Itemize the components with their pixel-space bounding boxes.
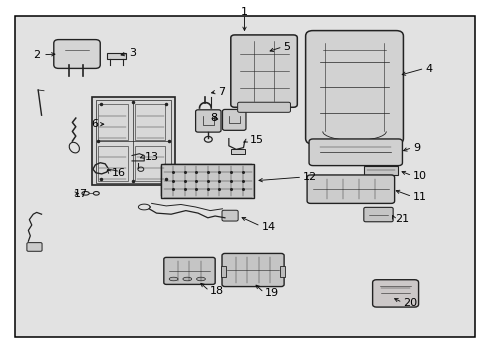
Bar — [364, 166, 397, 175]
Text: 3: 3 — [129, 48, 136, 58]
Text: 1: 1 — [241, 6, 247, 17]
FancyBboxPatch shape — [195, 110, 221, 132]
Text: 15: 15 — [249, 135, 263, 145]
Text: 20: 20 — [403, 298, 417, 308]
Bar — [98, 146, 127, 181]
FancyBboxPatch shape — [372, 280, 418, 307]
Text: 14: 14 — [261, 222, 275, 232]
Bar — [135, 146, 165, 181]
Bar — [98, 104, 127, 140]
FancyBboxPatch shape — [237, 102, 290, 112]
Text: 2: 2 — [33, 50, 40, 60]
FancyBboxPatch shape — [54, 40, 100, 68]
Bar — [15, 16, 474, 337]
FancyBboxPatch shape — [222, 210, 238, 221]
Bar — [135, 104, 165, 140]
FancyBboxPatch shape — [222, 253, 284, 287]
Bar — [96, 100, 171, 183]
Text: 8: 8 — [210, 113, 217, 123]
Bar — [161, 164, 254, 198]
Text: 18: 18 — [210, 286, 224, 296]
FancyBboxPatch shape — [230, 35, 297, 107]
FancyBboxPatch shape — [305, 31, 403, 144]
FancyBboxPatch shape — [27, 243, 42, 251]
Text: 6: 6 — [91, 119, 98, 129]
Text: 7: 7 — [217, 87, 224, 97]
Text: 4: 4 — [425, 64, 432, 74]
FancyBboxPatch shape — [306, 175, 394, 203]
FancyBboxPatch shape — [363, 207, 392, 222]
Text: 13: 13 — [144, 152, 159, 162]
Bar — [221, 266, 225, 277]
Text: 12: 12 — [303, 172, 317, 182]
Bar — [92, 97, 175, 185]
Text: 11: 11 — [412, 192, 427, 202]
Ellipse shape — [196, 277, 205, 281]
Ellipse shape — [169, 277, 178, 281]
Ellipse shape — [183, 277, 191, 281]
Text: 10: 10 — [412, 171, 427, 181]
Text: 16: 16 — [111, 168, 125, 178]
Text: 17: 17 — [74, 189, 88, 199]
FancyBboxPatch shape — [222, 109, 245, 130]
FancyBboxPatch shape — [308, 139, 402, 166]
Bar — [280, 266, 285, 277]
Text: 21: 21 — [394, 214, 408, 224]
Text: 19: 19 — [264, 288, 279, 298]
Text: 5: 5 — [283, 42, 290, 52]
Bar — [106, 53, 126, 59]
Text: 9: 9 — [412, 143, 420, 153]
Bar — [231, 149, 244, 154]
FancyBboxPatch shape — [163, 257, 215, 284]
